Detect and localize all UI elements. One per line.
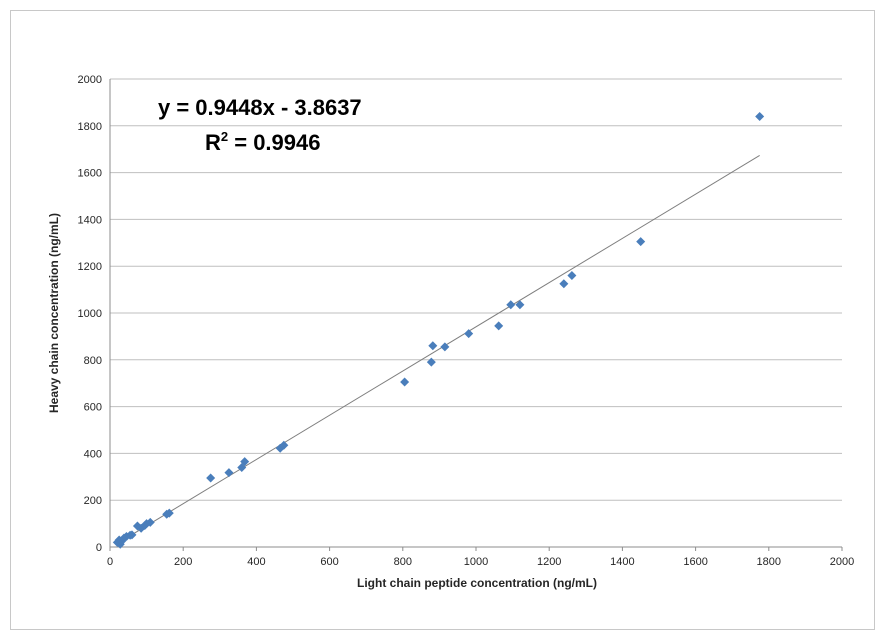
data-point — [400, 377, 410, 387]
data-point — [755, 111, 765, 121]
data-point — [164, 508, 174, 518]
x-tick-label: 1600 — [683, 556, 707, 568]
data-point — [240, 457, 250, 467]
r-squared-prefix: R — [205, 130, 221, 155]
data-point — [127, 530, 137, 540]
x-tick-label: 2000 — [830, 556, 854, 568]
data-point — [559, 279, 569, 289]
x-tick-label: 600 — [320, 556, 338, 568]
y-tick-label: 1400 — [78, 214, 102, 226]
data-point — [440, 342, 450, 352]
regression-equation: y = 0.9448x - 3.8637 — [158, 95, 362, 120]
r-squared: R2 = 0.9946 — [205, 129, 321, 155]
x-tick-label: 400 — [247, 556, 265, 568]
data-point — [567, 271, 577, 281]
data-point — [428, 341, 438, 351]
x-tick-label: 1200 — [537, 556, 561, 568]
x-axis-title: Light chain peptide concentration (ng/mL… — [357, 576, 597, 590]
data-point — [636, 237, 646, 247]
data-point — [515, 300, 525, 310]
x-tick-label: 800 — [394, 556, 412, 568]
data-point — [464, 329, 474, 339]
trendline-group — [117, 155, 760, 544]
data-point — [206, 473, 216, 483]
y-tick-label: 800 — [84, 355, 102, 367]
y-tick-label: 2000 — [78, 74, 102, 86]
y-tick-label: 200 — [84, 495, 102, 507]
gridlines — [110, 78, 842, 501]
y-tick-label: 1800 — [78, 121, 102, 133]
y-tick-label: 400 — [84, 448, 102, 460]
data-point — [426, 357, 436, 367]
y-tick-label: 1200 — [78, 261, 102, 273]
tick-labels: 0 200 400 600 800 1000 1200 1400 1600 1800 2000 0 20… — [78, 74, 855, 568]
x-tick-label: 0 — [107, 556, 113, 568]
axes — [109, 79, 843, 551]
y-axis-title: Heavy chain concentration (ng/mL) — [47, 213, 61, 413]
trendline — [117, 155, 760, 544]
data-points — [112, 111, 765, 549]
y-tick-label: 1600 — [78, 168, 102, 180]
r-squared-superscript: 2 — [221, 129, 228, 144]
data-point — [279, 440, 289, 450]
y-tick-label: 0 — [96, 542, 102, 554]
y-tick-label: 600 — [84, 402, 102, 414]
x-tick-label: 200 — [174, 556, 192, 568]
data-point — [224, 468, 234, 478]
y-tick-label: 1000 — [78, 308, 102, 320]
data-point — [506, 300, 516, 310]
data-point — [145, 517, 155, 527]
x-tick-label: 1800 — [757, 556, 781, 568]
x-tick-label: 1400 — [610, 556, 634, 568]
r-squared-value: = 0.9946 — [228, 130, 320, 155]
data-point — [494, 321, 504, 331]
x-tick-label: 1000 — [464, 556, 488, 568]
chart-frame — [10, 10, 875, 630]
